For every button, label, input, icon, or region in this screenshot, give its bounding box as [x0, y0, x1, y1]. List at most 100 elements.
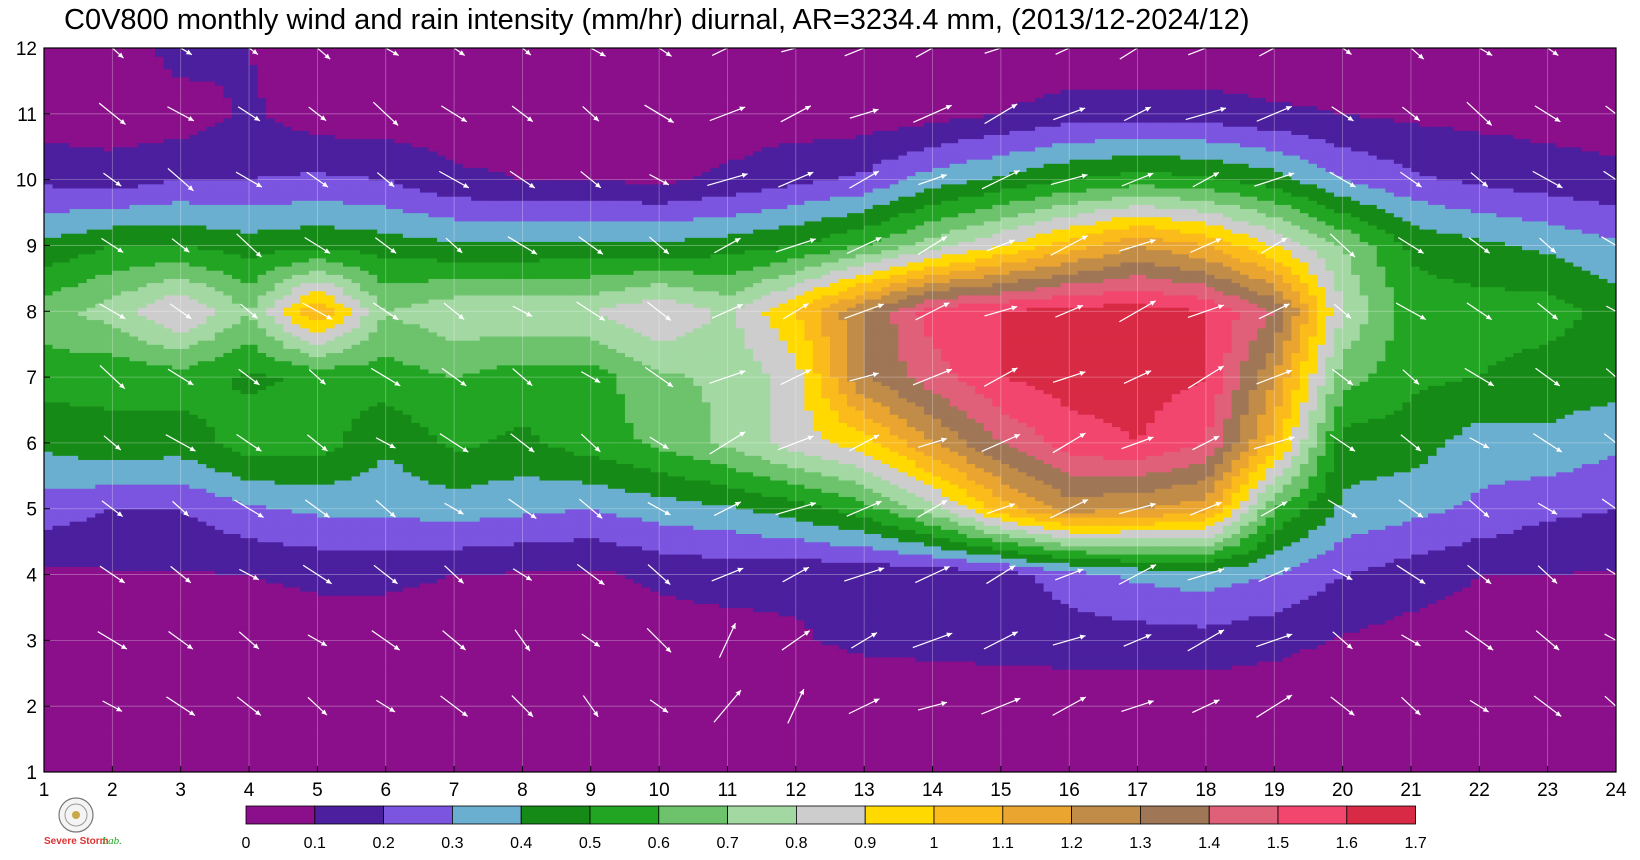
heat-cell — [958, 735, 967, 740]
heat-cell — [915, 747, 924, 752]
heat-cell — [70, 764, 79, 769]
heat-cell — [574, 731, 583, 736]
heat-cell — [1308, 756, 1317, 761]
heat-cell — [1078, 747, 1087, 752]
heat-cell — [241, 764, 250, 769]
heat-cell — [1437, 719, 1446, 724]
heat-cell — [1377, 747, 1386, 752]
heat-cell — [121, 698, 130, 703]
heat-cell — [266, 760, 275, 765]
heat-cell — [1189, 760, 1198, 765]
heat-cell — [1548, 743, 1557, 748]
heat-cell — [1274, 727, 1283, 732]
heat-cell — [394, 698, 403, 703]
heat-cell — [787, 735, 796, 740]
heat-cell — [582, 710, 591, 715]
heat-cell — [198, 698, 207, 703]
heat-cell — [770, 706, 779, 711]
heat-cell — [710, 756, 719, 761]
heat-cell — [1377, 751, 1386, 756]
heat-cell — [608, 698, 617, 703]
heat-cell — [787, 698, 796, 703]
heat-cell — [1505, 735, 1514, 740]
heat-cell — [1308, 710, 1317, 715]
heat-cell — [1163, 751, 1172, 756]
heat-cell — [1394, 719, 1403, 724]
heat-cell — [1172, 731, 1181, 736]
heat-cell — [1214, 727, 1223, 732]
heat-cell — [360, 739, 369, 744]
heat-cell — [241, 743, 250, 748]
heat-cell — [762, 731, 771, 736]
heat-cell — [1607, 731, 1616, 736]
heat-cell — [283, 719, 292, 724]
heat-cell — [1317, 714, 1326, 719]
heat-cell — [1599, 727, 1608, 732]
heat-cell — [1197, 698, 1206, 703]
heat-cell — [1120, 731, 1129, 736]
heat-cell — [1556, 735, 1565, 740]
heat-cell — [582, 739, 591, 744]
heat-cell — [147, 723, 156, 728]
heat-cell — [796, 719, 805, 724]
heat-cell — [907, 747, 916, 752]
heat-cell — [1249, 751, 1258, 756]
heat-cell — [1565, 739, 1574, 744]
heat-cell — [1052, 764, 1061, 769]
heat-cell — [1402, 719, 1411, 724]
heat-cell — [804, 731, 813, 736]
heat-cell — [608, 739, 617, 744]
heat-cell — [1138, 747, 1147, 752]
heat-cell — [1112, 756, 1121, 761]
heat-cell — [480, 760, 489, 765]
heat-cell — [1402, 743, 1411, 748]
heat-cell — [44, 710, 53, 715]
heat-cell — [352, 739, 361, 744]
heat-cell — [634, 694, 643, 699]
heat-cell — [804, 723, 813, 728]
heat-cell — [1420, 743, 1429, 748]
heat-cell — [309, 723, 318, 728]
heat-cell — [813, 743, 822, 748]
heat-cell — [300, 706, 309, 711]
heat-cell — [1155, 760, 1164, 765]
heat-cell — [78, 719, 87, 724]
heat-cell — [736, 764, 745, 769]
heat-cell — [164, 743, 173, 748]
heat-cell — [1548, 735, 1557, 740]
heat-cell — [1018, 714, 1027, 719]
heat-cell — [941, 760, 950, 765]
heat-cell — [813, 694, 822, 699]
heat-cell — [616, 735, 625, 740]
heat-cell — [266, 743, 275, 748]
heat-cell — [1086, 706, 1095, 711]
heat-cell — [1172, 756, 1181, 761]
heat-cell — [403, 723, 412, 728]
heat-cell — [753, 698, 762, 703]
heat-cell — [129, 710, 138, 715]
heat-cell — [446, 706, 455, 711]
heat-cell — [352, 751, 361, 756]
heat-cell — [1078, 739, 1087, 744]
heat-cell — [787, 760, 796, 765]
heat-cell — [736, 727, 745, 732]
heat-cell — [1223, 706, 1232, 711]
heat-cell — [898, 694, 907, 699]
heat-cell — [557, 698, 566, 703]
heat-cell — [898, 743, 907, 748]
heat-cell — [454, 739, 463, 744]
heat-cell — [1522, 739, 1531, 744]
heat-cell — [839, 760, 848, 765]
heat-cell — [1402, 751, 1411, 756]
heat-cell — [206, 694, 215, 699]
heat-cell — [1411, 760, 1420, 765]
heat-cell — [1120, 764, 1129, 769]
heat-cell — [1103, 739, 1112, 744]
heat-cell — [488, 747, 497, 752]
heat-cell — [1146, 731, 1155, 736]
heat-cell — [830, 706, 839, 711]
heat-cell — [1172, 751, 1181, 756]
heat-cell — [300, 743, 309, 748]
heat-cell — [386, 714, 395, 719]
heat-cell — [668, 743, 677, 748]
